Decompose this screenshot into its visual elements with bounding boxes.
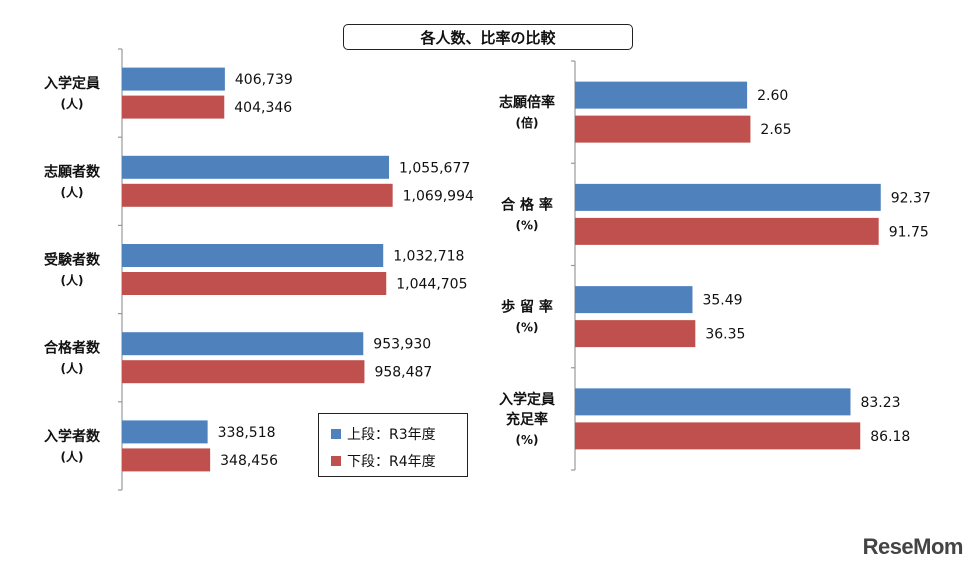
bar-r4 [122,183,393,207]
data-label: 1,069,994 [403,188,474,204]
category-label: 受験者数 [44,252,101,269]
data-label: 348,456 [220,453,278,469]
category-label: 入学定員 [44,75,100,92]
data-label: 404,346 [234,100,292,116]
bar-r3 [575,286,693,314]
data-label: 2.65 [760,122,791,138]
legend-swatch-r3 [331,429,341,439]
category-label: (%) [516,218,539,232]
data-label: 1,055,677 [399,160,470,176]
data-label: 958,487 [374,365,432,381]
bar-r3 [575,81,748,109]
bar-r4 [122,272,387,295]
legend-item-r3: 上段：R3年度 [331,424,436,444]
data-label: 953,930 [373,337,431,353]
right-chart: 志願倍率 (倍) 2.60 2.65 合 格 率 (%) 92.37 91.75 歩 留 率 (%… [499,60,931,471]
bar-r3 [122,244,384,267]
left-chart: 入学定員 (人) 406,739 404,346 志願者数 (人) 1,055,677 1,0… [44,48,474,491]
category-label: (人) [61,96,84,111]
data-label: 91.75 [889,224,929,240]
bar-r4 [575,115,751,143]
legend-item-r4: 下段：R4年度 [331,451,436,471]
data-label: 1,032,718 [393,249,464,265]
category-label: (倍) [516,115,539,130]
bar-r4 [575,320,696,348]
legend: 上段：R3年度 下段：R4年度 [318,413,468,477]
resemom-logo: ReseMom [862,534,964,559]
bar-r3 [575,183,881,211]
category-label: 歩 留 率 [501,299,553,316]
data-label: 83.23 [860,395,900,411]
bar-r4 [575,217,879,245]
data-label: 1,044,705 [396,277,467,293]
category-label: (%) [516,321,539,335]
bar-r3 [575,388,851,416]
legend-swatch-r4 [331,456,341,466]
category-label: (人) [61,273,84,288]
bar-r3 [122,420,208,444]
bar-r3 [122,155,390,179]
category-label: (人) [61,449,84,464]
legend-label-r4: 下段：R4年度 [347,454,436,470]
bar-r4 [575,422,861,450]
category-label: (人) [61,184,84,199]
legend-label-r3: 上段：R3年度 [347,427,436,443]
bar-r3 [122,332,364,356]
data-label: 36.35 [705,327,745,343]
category-label: (人) [61,361,84,376]
bar-r4 [122,95,225,119]
category-label: 入学者数 [44,428,101,445]
data-label: 406,739 [235,72,293,88]
data-label: 2.60 [757,88,788,104]
chart-title: 各人数、比率の比較 [343,24,633,50]
bar-r3 [122,67,225,91]
data-label: 86.18 [870,429,910,445]
bar-r4 [122,448,211,472]
category-label: 志願者数 [44,163,101,180]
category-label: 志願倍率 [499,94,555,111]
bar-r4 [122,360,365,384]
category-label: 充足率 [506,411,548,428]
category-label: 入学定員 [499,391,555,408]
data-label: 92.37 [891,190,931,206]
category-label: 合格者数 [44,340,101,357]
data-label: 35.49 [702,293,742,309]
data-label: 338,518 [218,425,276,441]
category-label: 合 格 率 [501,196,553,213]
category-label: (%) [516,433,539,447]
